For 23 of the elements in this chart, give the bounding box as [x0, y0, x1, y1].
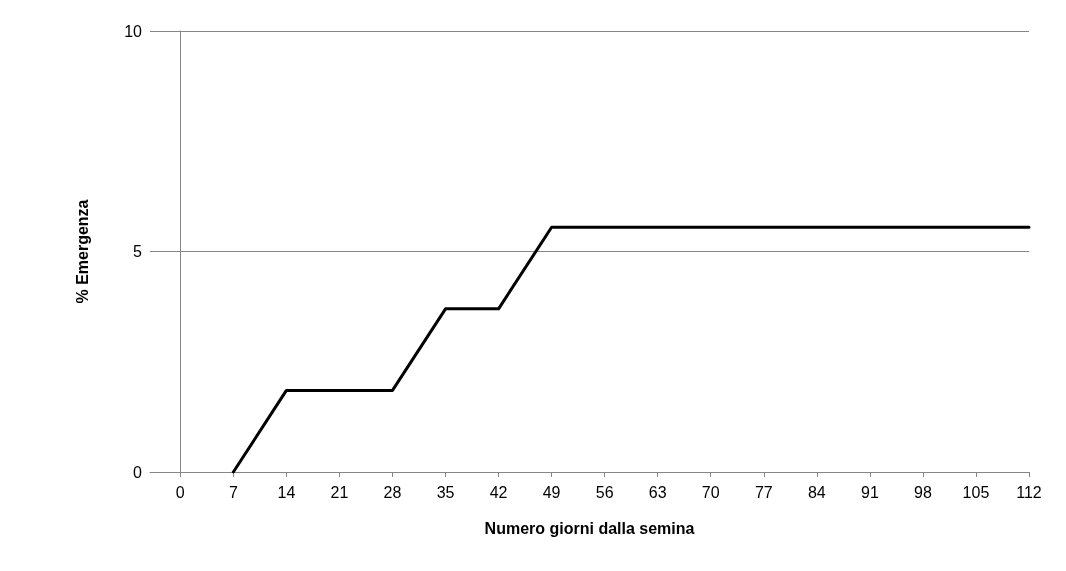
y-axis-title: % Emergenza — [73, 199, 91, 304]
x-tick-label: 35 — [436, 483, 455, 501]
x-tick-label: 7 — [228, 483, 238, 501]
x-tick-label: 0 — [175, 483, 185, 501]
x-tick-label: 84 — [807, 483, 826, 501]
x-tick-label: 98 — [914, 483, 932, 501]
x-tick-label: 56 — [595, 483, 614, 501]
x-tick-label: 105 — [962, 483, 990, 501]
x-tick-label: 77 — [754, 483, 773, 501]
x-tick-label: 42 — [489, 483, 508, 501]
x-axis-title: Numero giorni dalla semina — [484, 519, 695, 537]
x-tick-label: 49 — [542, 483, 561, 501]
x-tick-label: 14 — [277, 483, 296, 501]
y-tick-label: 10 — [124, 22, 143, 40]
y-tick-label: 0 — [133, 463, 143, 481]
line-series — [231, 225, 1031, 474]
x-tick-label: 91 — [860, 483, 879, 501]
x-tick-label: 21 — [330, 483, 349, 501]
x-tick-label: 112 — [1016, 483, 1042, 501]
x-tick-label: 28 — [383, 483, 402, 501]
x-tick-label: 63 — [648, 483, 667, 501]
x-tick-label: 70 — [701, 483, 720, 501]
y-tick-label: 5 — [133, 243, 143, 260]
